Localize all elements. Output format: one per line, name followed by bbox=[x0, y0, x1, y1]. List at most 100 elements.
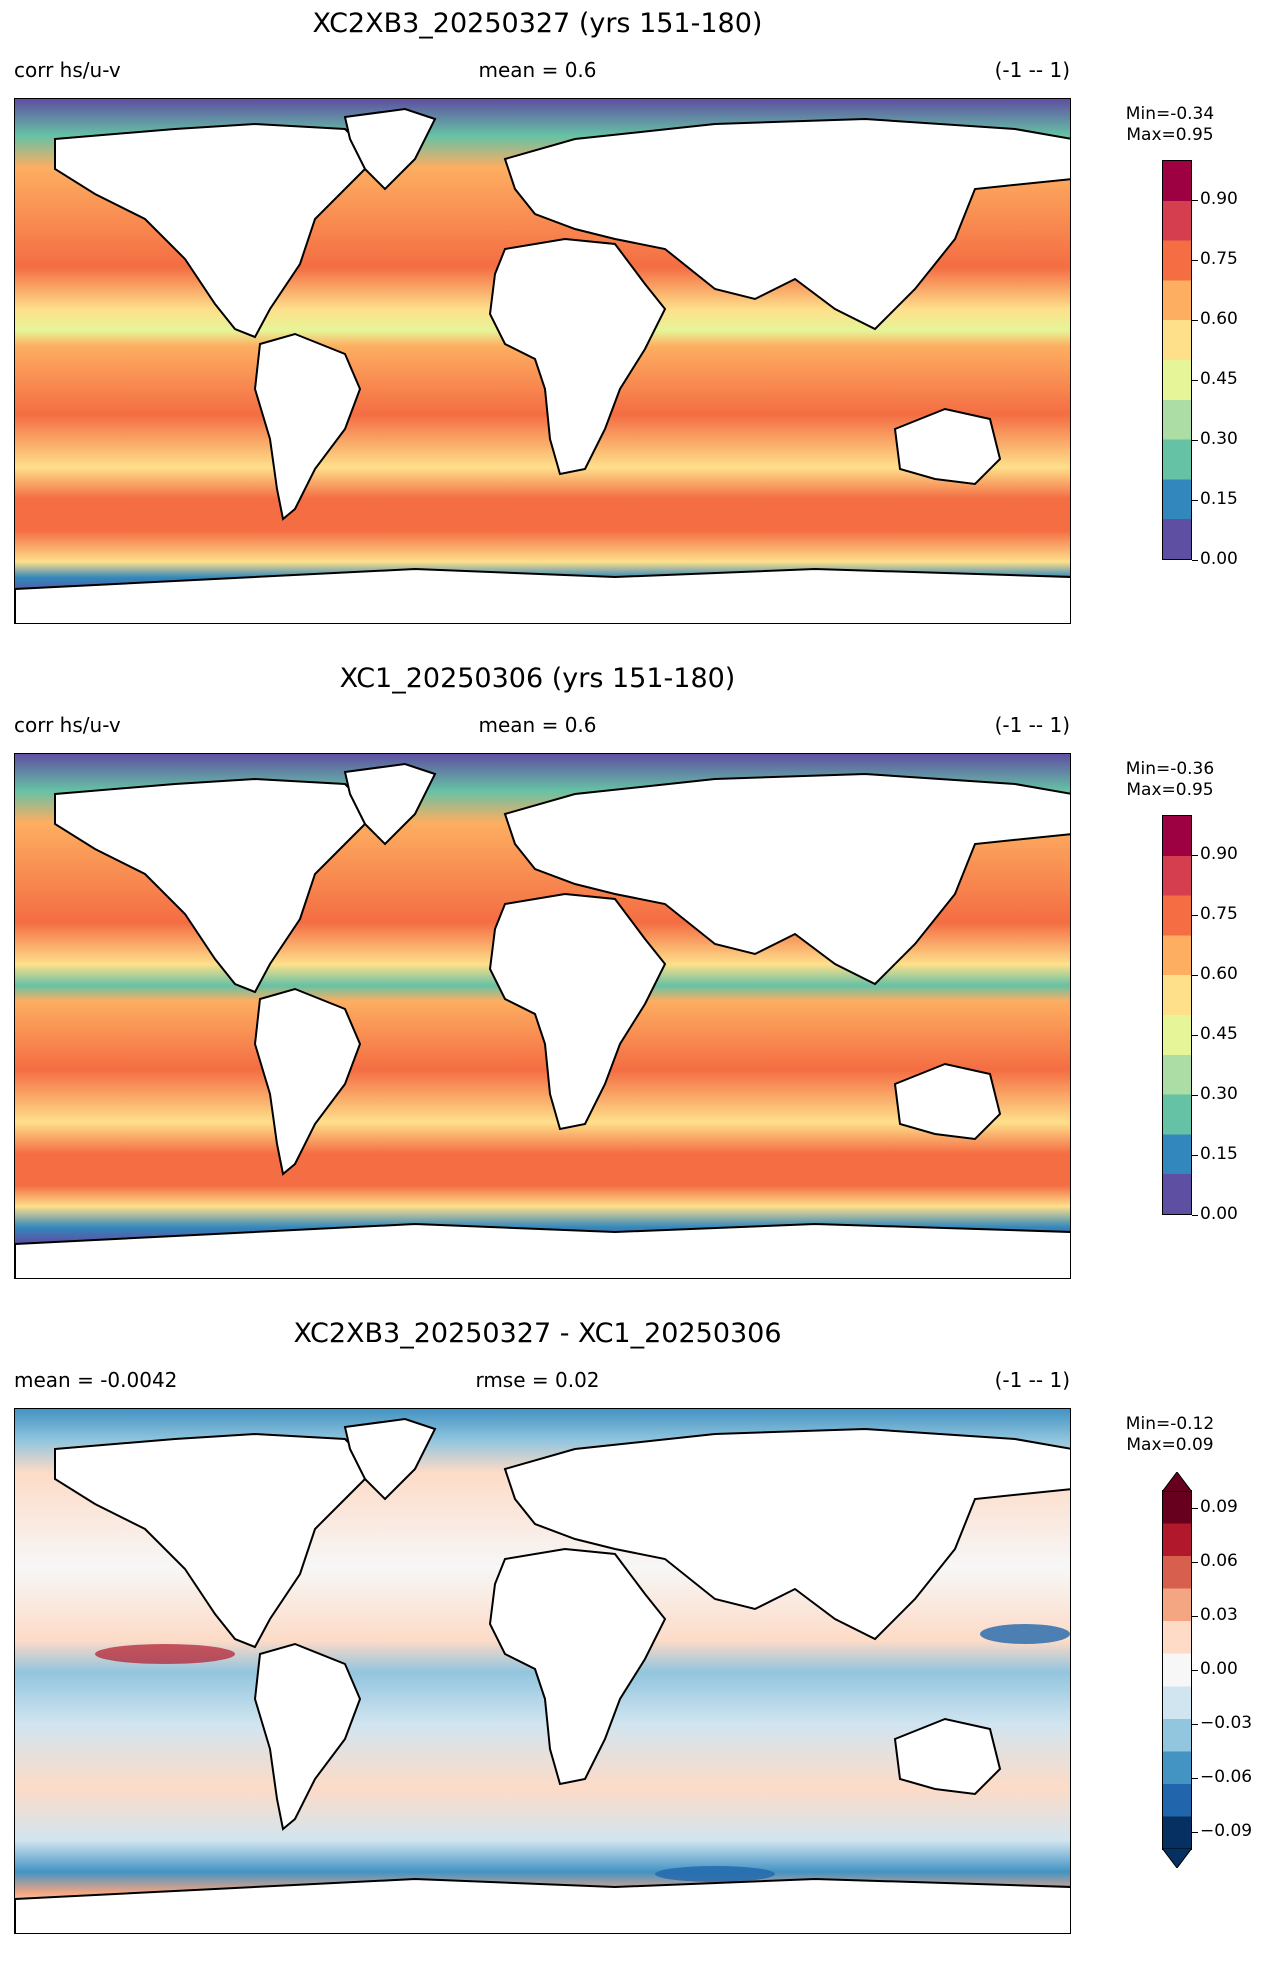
colorbar-tick-mark bbox=[1192, 1508, 1198, 1509]
min-max-stats: Min=-0.34 Max=0.95 bbox=[1100, 104, 1240, 146]
colorbar-extend-bottom bbox=[1162, 1848, 1192, 1868]
colorbar-tick-label: 0.75 bbox=[1200, 904, 1238, 924]
africa bbox=[488, 237, 667, 476]
antarctica bbox=[15, 567, 1070, 623]
colorbar-tick-mark bbox=[1192, 440, 1198, 441]
panel-1: XC2XB3_20250327 (yrs 151-180) corr hs/u-… bbox=[0, 0, 1270, 655]
greenland bbox=[343, 762, 437, 846]
colorbar-tick-mark bbox=[1192, 320, 1198, 321]
eurasia bbox=[503, 117, 1070, 331]
colorbar-tick-label: 0.90 bbox=[1200, 844, 1238, 864]
max-value: Max=0.95 bbox=[1126, 125, 1214, 145]
panel-mean-label: mean = 0.6 bbox=[478, 58, 597, 82]
colorbar bbox=[1162, 815, 1192, 1215]
north-america bbox=[54, 777, 377, 994]
colorbar-tick-label: 0.45 bbox=[1200, 1024, 1238, 1044]
max-value: Max=0.09 bbox=[1126, 1435, 1214, 1455]
colorbar-tick-mark bbox=[1192, 1095, 1198, 1096]
anomaly-patch bbox=[980, 1624, 1070, 1644]
antarctica bbox=[15, 1222, 1070, 1278]
colorbar-tick-mark bbox=[1192, 1035, 1198, 1036]
colorbar-tick-label: 0.60 bbox=[1200, 964, 1238, 984]
panel-3: XC2XB3_20250327 - XC1_20250306 mean = -0… bbox=[0, 1310, 1270, 1965]
max-value: Max=0.95 bbox=[1126, 780, 1214, 800]
panel-2: XC1_20250306 (yrs 151-180) corr hs/u-v m… bbox=[0, 655, 1270, 1310]
panel-variable-label: corr hs/u-v bbox=[14, 58, 121, 82]
panel-range-label: (-1 -- 1) bbox=[994, 1368, 1070, 1392]
land-masses bbox=[15, 107, 1070, 623]
min-max-stats: Min=-0.36 Max=0.95 bbox=[1100, 759, 1240, 801]
colorbar-tick-mark bbox=[1192, 1724, 1198, 1725]
colorbar-tick-label: 0.03 bbox=[1200, 1605, 1238, 1625]
australia bbox=[893, 1062, 1002, 1141]
panel-rmse-label: rmse = 0.02 bbox=[475, 1368, 600, 1392]
colorbar-tick-label: 0.90 bbox=[1200, 189, 1238, 209]
colorbar-tick-mark bbox=[1192, 1778, 1198, 1779]
panel-range-label: (-1 -- 1) bbox=[994, 713, 1070, 737]
australia bbox=[893, 407, 1002, 486]
colorbar bbox=[1162, 160, 1192, 560]
anomaly-patch bbox=[655, 1866, 775, 1882]
map-plot bbox=[14, 98, 1071, 624]
africa bbox=[488, 892, 667, 1131]
south-america bbox=[253, 332, 362, 521]
min-max-stats: Min=-0.12 Max=0.09 bbox=[1100, 1414, 1240, 1456]
colorbar-tick-label: 0.15 bbox=[1200, 1144, 1238, 1164]
land-masses bbox=[15, 1417, 1070, 1933]
greenland bbox=[343, 107, 437, 191]
panel-title: XC1_20250306 (yrs 151-180) bbox=[339, 663, 736, 694]
colorbar-tick-mark bbox=[1192, 1155, 1198, 1156]
map-plot bbox=[14, 753, 1071, 1279]
min-value: Min=-0.12 bbox=[1125, 1414, 1215, 1434]
colorbar-tick-mark bbox=[1192, 1670, 1198, 1671]
colorbar-tick-label: 0.30 bbox=[1200, 429, 1238, 449]
min-value: Min=-0.34 bbox=[1125, 104, 1215, 124]
map-plot bbox=[14, 1408, 1071, 1934]
colorbar-extend-top bbox=[1162, 1472, 1192, 1492]
panel-mean-label: mean = -0.0042 bbox=[14, 1368, 178, 1392]
panel-mean-label: mean = 0.6 bbox=[478, 713, 597, 737]
colorbar-tick-mark bbox=[1192, 855, 1198, 856]
antarctica bbox=[15, 1877, 1070, 1933]
south-america bbox=[253, 1642, 362, 1831]
colorbar-tick-label: 0.45 bbox=[1200, 369, 1238, 389]
panel-title: XC2XB3_20250327 (yrs 151-180) bbox=[312, 8, 763, 39]
colorbar-tick-mark bbox=[1192, 560, 1198, 561]
colorbar-tick-label: 0.75 bbox=[1200, 249, 1238, 269]
colorbar-tick-mark bbox=[1192, 915, 1198, 916]
colorbar-tick-mark bbox=[1192, 1616, 1198, 1617]
min-value: Min=-0.36 bbox=[1125, 759, 1215, 779]
colorbar-tick-mark bbox=[1192, 500, 1198, 501]
colorbar-tick-mark bbox=[1192, 260, 1198, 261]
colorbar-tick-label: 0.00 bbox=[1200, 1659, 1238, 1679]
colorbar-tick-mark bbox=[1192, 1215, 1198, 1216]
africa bbox=[488, 1547, 667, 1786]
colorbar-tick-label: 0.00 bbox=[1200, 549, 1238, 569]
colorbar-tick-label: 0.09 bbox=[1200, 1497, 1238, 1517]
eurasia bbox=[503, 1427, 1070, 1641]
colorbar-tick-mark bbox=[1192, 380, 1198, 381]
colorbar-tick-mark bbox=[1192, 1832, 1198, 1833]
land-masses bbox=[15, 762, 1070, 1278]
north-america bbox=[54, 1432, 377, 1649]
greenland bbox=[343, 1417, 437, 1501]
colorbar-tick-label: 0.60 bbox=[1200, 309, 1238, 329]
colorbar-tick-label: 0.00 bbox=[1200, 1204, 1238, 1224]
north-america bbox=[54, 122, 377, 339]
eurasia bbox=[503, 772, 1070, 986]
colorbar-tick-mark bbox=[1192, 975, 1198, 976]
colorbar-tick-label: −0.03 bbox=[1200, 1713, 1253, 1733]
anomaly-patch bbox=[95, 1644, 235, 1664]
colorbar-tick-label: −0.06 bbox=[1200, 1767, 1253, 1787]
panel-title: XC2XB3_20250327 - XC1_20250306 bbox=[293, 1318, 782, 1349]
colorbar-tick-mark bbox=[1192, 1562, 1198, 1563]
colorbar-tick-label: 0.30 bbox=[1200, 1084, 1238, 1104]
colorbar-tick-label: −0.09 bbox=[1200, 1821, 1253, 1841]
panel-range-label: (-1 -- 1) bbox=[994, 58, 1070, 82]
colorbar bbox=[1162, 1490, 1192, 1850]
panel-variable-label: corr hs/u-v bbox=[14, 713, 121, 737]
south-america bbox=[253, 987, 362, 1176]
colorbar-tick-label: 0.15 bbox=[1200, 489, 1238, 509]
colorbar-tick-label: 0.06 bbox=[1200, 1551, 1238, 1571]
colorbar-tick-mark bbox=[1192, 200, 1198, 201]
